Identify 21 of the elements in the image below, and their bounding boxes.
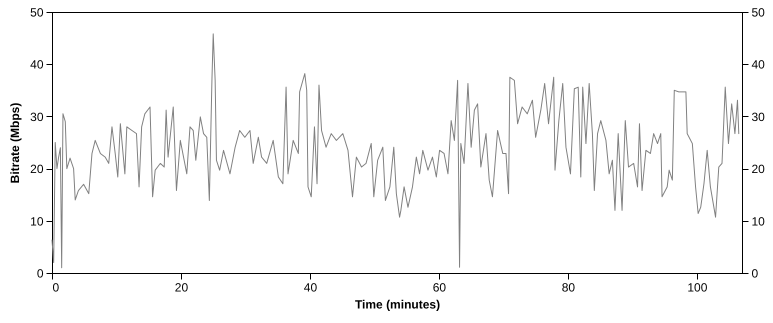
y-tick-label: 40 [30,58,44,72]
x-tick-label: 40 [304,280,318,294]
y-tick-label: 20 [30,162,44,176]
x-tick-label: 60 [432,280,446,294]
y-tick-label: 10 [30,214,44,228]
y2-tick-label: 30 [752,110,766,124]
y2-tick-label: 20 [752,162,766,176]
x-tick-label: 0 [52,280,60,294]
y-tick-label: 30 [30,110,44,124]
y-axis-title: Bitrate (Mbps) [8,102,22,184]
y-tick-label: 0 [36,266,44,280]
x-tick-label: 80 [562,280,576,294]
x-tick-label: 20 [174,280,188,294]
y2-tick-label: 50 [752,6,766,20]
y2-tick-label: 10 [752,214,766,228]
y-tick-label: 50 [30,6,44,20]
line-series [52,33,740,268]
x-axis-title: Time (minutes) [354,298,440,312]
y2-tick-label: 0 [752,266,758,280]
x-tick-label: 100 [687,280,708,294]
y2-tick-label: 40 [752,58,766,72]
